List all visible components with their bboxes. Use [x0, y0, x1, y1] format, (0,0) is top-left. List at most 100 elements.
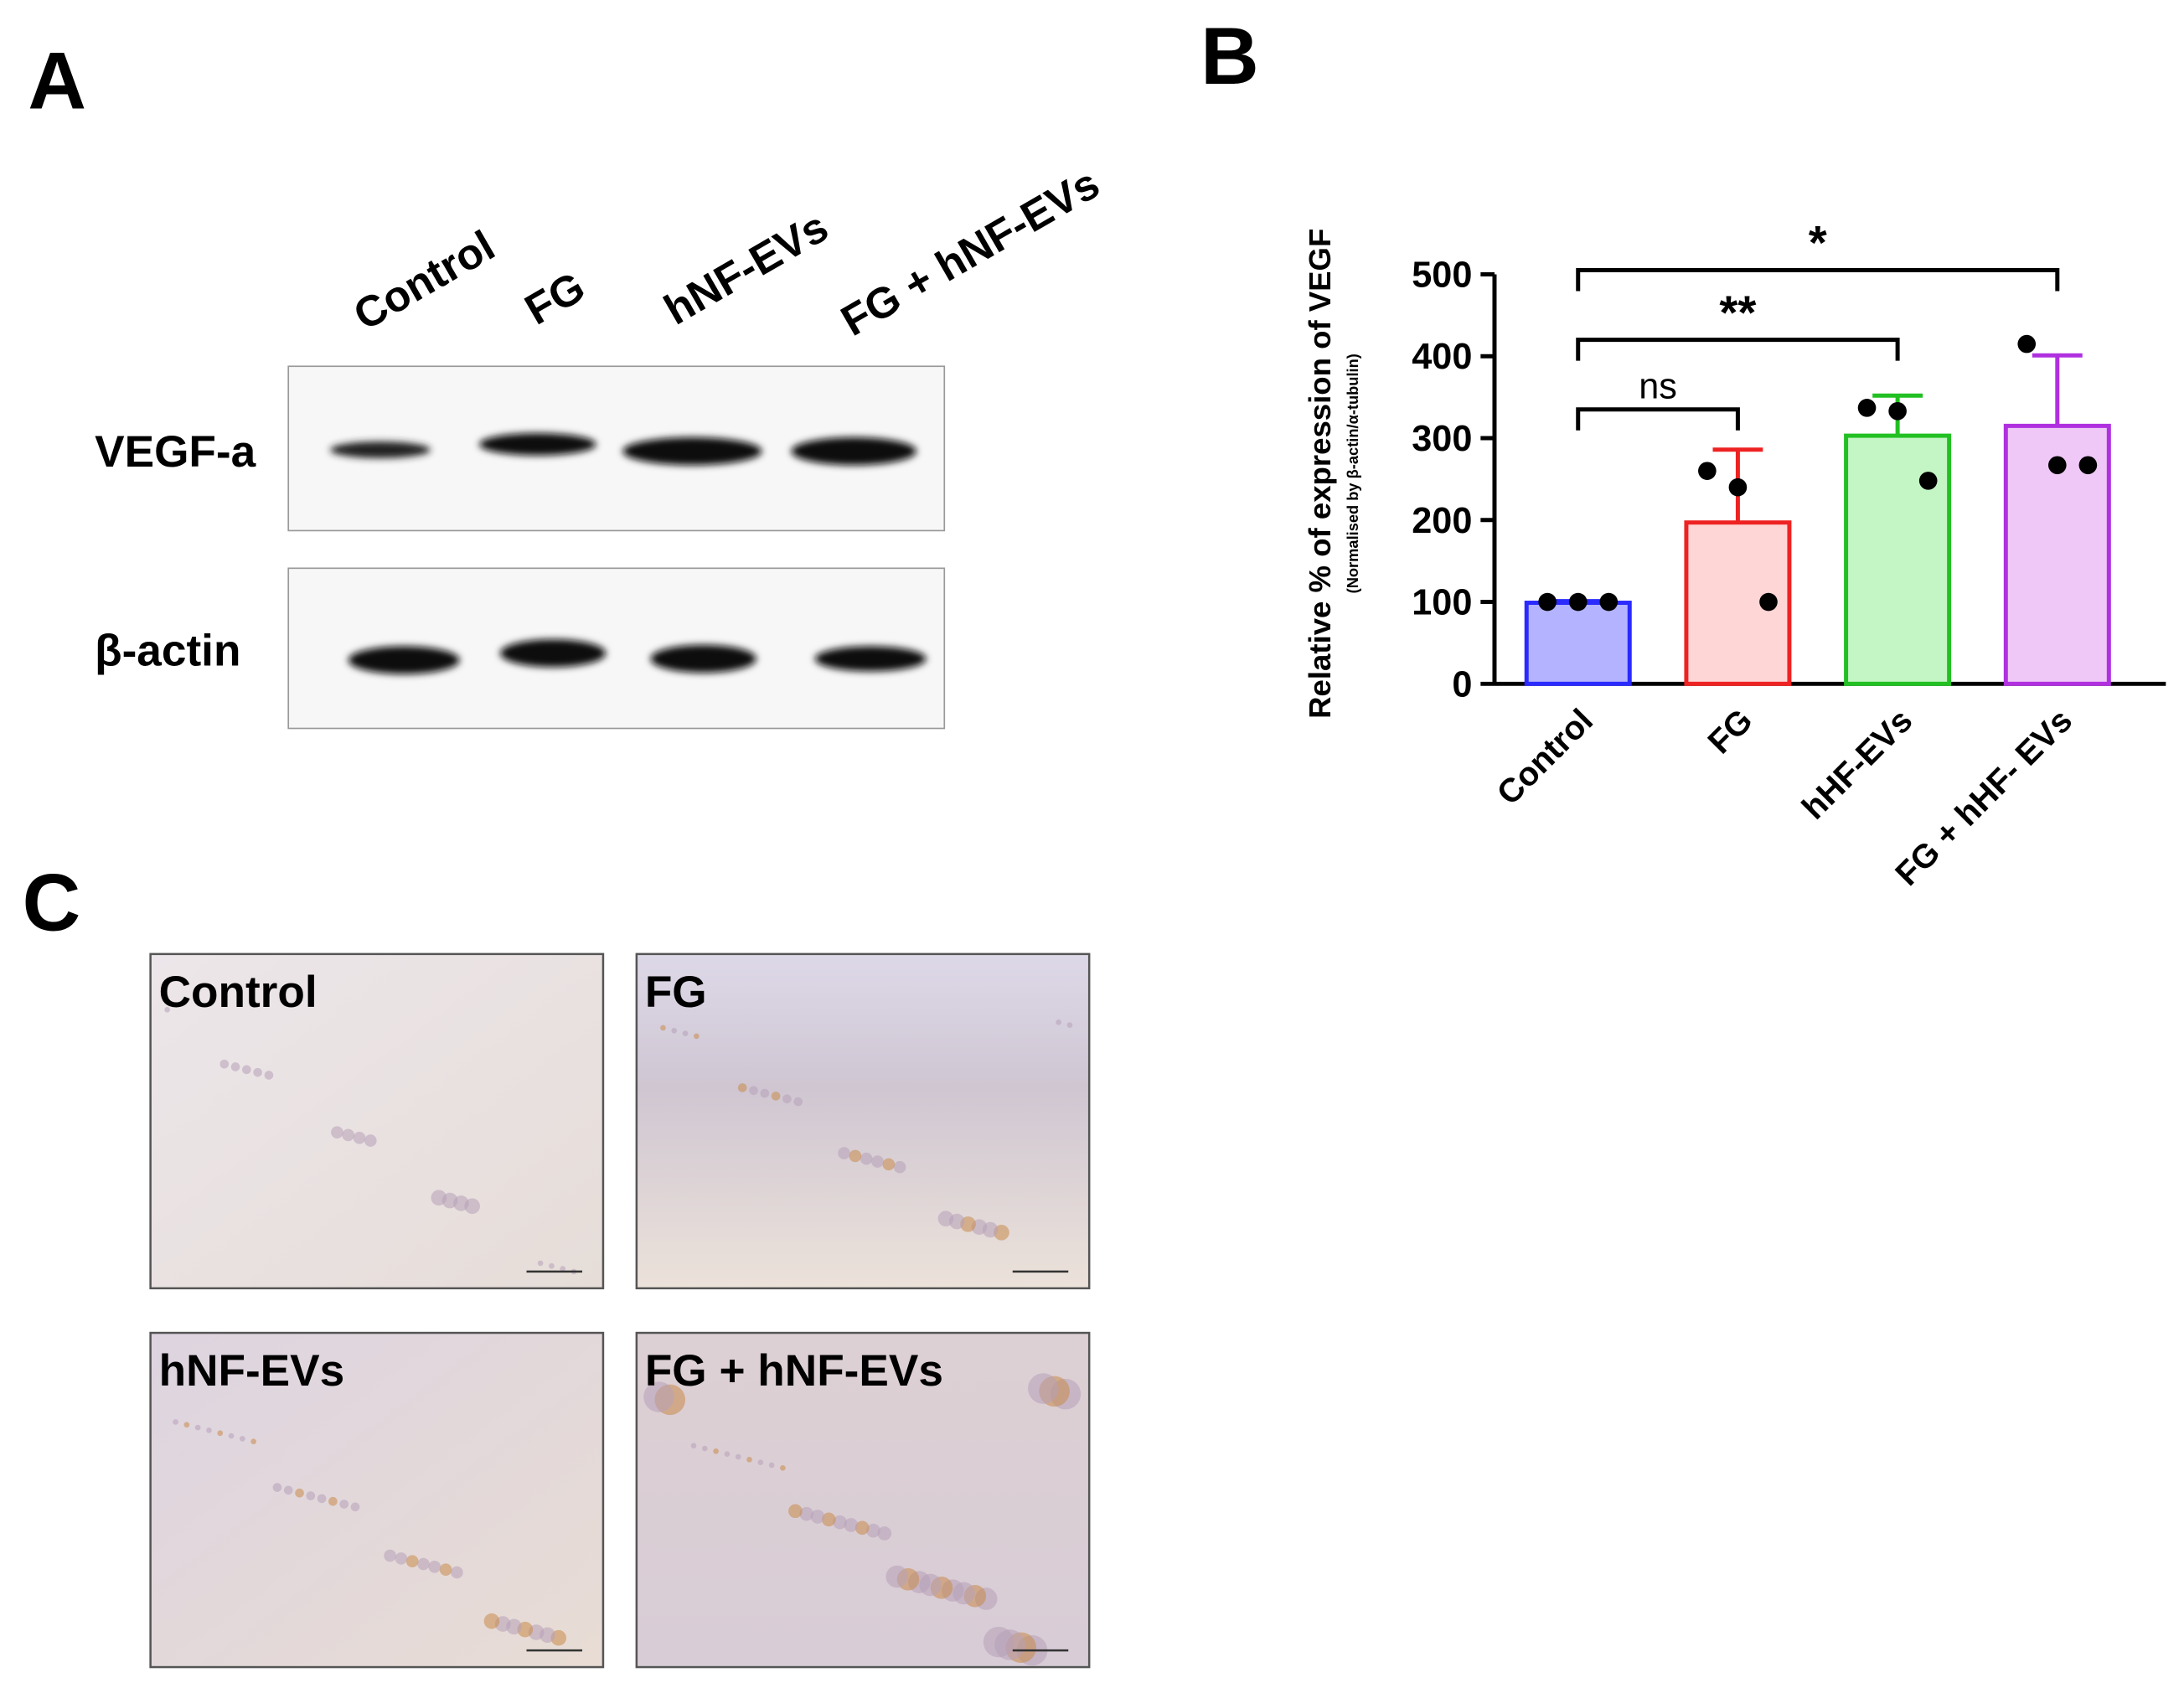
histology-image [149, 952, 605, 1290]
stain [682, 1030, 689, 1036]
stain [250, 1438, 256, 1445]
row-label: VEGF-a [95, 427, 256, 477]
stain [724, 1451, 731, 1458]
stain [757, 1459, 764, 1465]
panel-letter: A [28, 37, 86, 126]
stain [242, 1065, 251, 1075]
image-label: Control [159, 968, 318, 1017]
stain [660, 1025, 666, 1031]
bar [1844, 433, 1952, 686]
band [814, 646, 927, 672]
data-point [1918, 472, 1938, 490]
significance-bracket [1576, 338, 1900, 361]
stain [283, 1485, 293, 1495]
stain [240, 1436, 245, 1442]
stain [173, 1419, 178, 1425]
stain [849, 1149, 862, 1163]
stain [428, 1561, 441, 1573]
image-label: FG + hNF-EVs [645, 1346, 943, 1396]
stain [768, 1462, 775, 1469]
stain [866, 1523, 880, 1538]
lane-label: hNF-EVs [656, 202, 836, 334]
data-point [1698, 462, 1717, 480]
data-point [2017, 334, 2037, 354]
x-tick-label: Control [1490, 702, 1600, 812]
panel-b: 0 100 200 300 400 500 Relative % of expression… [1303, 216, 2166, 893]
stain [788, 1504, 803, 1519]
stain [882, 1158, 896, 1171]
lane-label: Control [345, 220, 503, 339]
significance-bracket [1576, 407, 1740, 431]
stain [983, 1626, 1015, 1658]
image-label: FG [645, 968, 707, 1017]
data-point [1538, 592, 1557, 612]
stain [737, 1083, 747, 1092]
stain [395, 1552, 408, 1565]
stain [833, 1515, 847, 1530]
stain [217, 1430, 224, 1437]
lane-label: FG [517, 262, 593, 334]
data-point [2048, 456, 2067, 475]
stain [810, 1510, 825, 1524]
panel-letter: B [1200, 12, 1259, 101]
data-point [1568, 592, 1588, 612]
stain [384, 1549, 396, 1562]
stain [253, 1067, 262, 1077]
stain [1056, 1019, 1061, 1025]
stain [183, 1422, 190, 1428]
stain [844, 1518, 859, 1532]
stain [694, 1033, 700, 1040]
significance-label: * [1809, 216, 1827, 269]
stain [228, 1432, 235, 1439]
stain [431, 1190, 447, 1206]
data-point [1888, 401, 1907, 421]
stain [353, 1131, 366, 1144]
image-label: hNF-EVs [159, 1346, 345, 1396]
stain [1066, 1022, 1073, 1028]
data-point [2078, 456, 2098, 475]
data-point [1759, 592, 1778, 612]
band [478, 433, 596, 456]
x-tick-label: FG + hHF- EVs [1888, 702, 2079, 893]
stain [364, 1134, 377, 1147]
stain [350, 1502, 360, 1512]
y-tick-label: 400 [1412, 337, 1472, 377]
band [348, 646, 460, 674]
stain [860, 1152, 873, 1165]
row-label: β-actin [95, 627, 240, 676]
y-axis-sublabel: (Normalised by β-actin/α-tubulin) [1344, 354, 1361, 593]
x-tick-label: hHF-EVs [1795, 702, 1920, 827]
stain [735, 1453, 741, 1460]
stain [780, 1464, 786, 1471]
stain [799, 1506, 813, 1521]
stain [405, 1555, 419, 1568]
stain [342, 1128, 355, 1142]
western-blot [287, 365, 946, 730]
y-tick-label: 0 [1452, 664, 1472, 705]
stain [854, 1520, 870, 1536]
panel-letter: C [23, 859, 81, 948]
y-tick-label: 200 [1412, 501, 1472, 541]
stain [331, 1126, 343, 1138]
histology-image [149, 1331, 605, 1669]
stain [771, 1092, 781, 1101]
stain [885, 1565, 909, 1588]
y-tick-label: 300 [1412, 419, 1472, 459]
stain [219, 1059, 230, 1069]
y-tick-label: 500 [1412, 255, 1472, 295]
bar [1524, 601, 1632, 686]
stain [417, 1557, 430, 1571]
band [499, 639, 607, 668]
lane-label: FG + hNF-EVs [833, 158, 1107, 345]
band [622, 437, 762, 466]
panel-c: Control FG hNF-EVs FG + hNF-EVs [149, 952, 1091, 1669]
significance-bracket [1576, 268, 2060, 292]
stain [317, 1494, 327, 1504]
stain [1028, 1373, 1059, 1404]
stain [439, 1563, 452, 1576]
stain [793, 1097, 803, 1107]
stain [560, 1266, 566, 1272]
data-point [1857, 399, 1877, 417]
stain [871, 1155, 884, 1168]
